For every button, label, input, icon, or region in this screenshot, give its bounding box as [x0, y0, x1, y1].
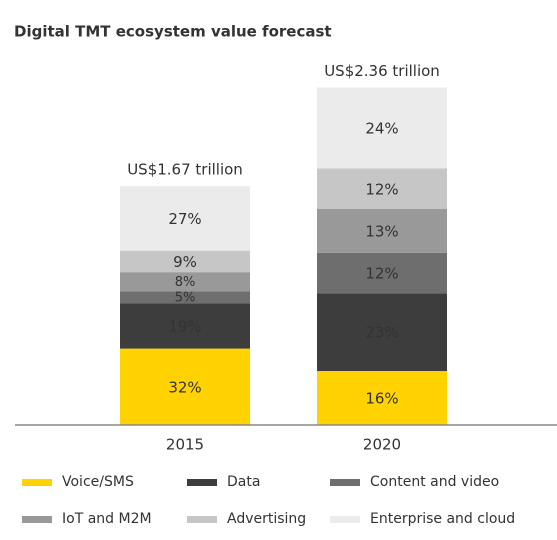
legend-swatch — [330, 479, 360, 486]
value-label: 8% — [175, 275, 196, 290]
value-label: 5% — [175, 291, 196, 306]
bar-segment — [120, 348, 250, 425]
value-label: 19% — [168, 317, 201, 335]
total-label: US$1.67 trillion — [127, 161, 243, 179]
value-label: 32% — [168, 378, 201, 396]
legend-swatch — [187, 479, 217, 486]
bar-segment — [120, 250, 250, 273]
legend-swatch — [330, 516, 360, 523]
value-label: 9% — [173, 253, 197, 271]
legend-swatch — [187, 516, 217, 523]
legend-swatch — [22, 516, 52, 523]
value-label: 23% — [365, 324, 398, 342]
bar-segment — [317, 293, 447, 372]
legend-label: Voice/SMS — [62, 474, 134, 490]
legend-label: IoT and M2M — [62, 511, 152, 527]
legend-label: Enterprise and cloud — [370, 511, 515, 527]
x-tick-label: 2015 — [166, 436, 204, 454]
bar-segment — [120, 291, 250, 304]
value-label: 12% — [365, 265, 398, 283]
legend-label: Content and video — [370, 474, 499, 490]
x-tick-label: 2020 — [363, 436, 401, 454]
value-label: 13% — [365, 222, 398, 240]
bar-segment — [317, 252, 447, 294]
legend-label: Data — [227, 474, 260, 490]
value-label: 24% — [365, 120, 398, 138]
total-label: US$2.36 trillion — [324, 62, 440, 80]
chart-title: Digital TMT ecosystem value forecast — [14, 23, 332, 41]
bar-segment — [120, 272, 250, 292]
legend-swatch — [22, 479, 52, 486]
bar-segment — [317, 209, 447, 253]
bar-segment — [317, 371, 447, 425]
legend-label: Advertising — [227, 511, 306, 527]
value-label: 27% — [168, 210, 201, 228]
value-label: 16% — [365, 390, 398, 408]
value-label: 12% — [365, 180, 398, 198]
bar-segment — [317, 87, 447, 169]
bar-segment — [317, 168, 447, 210]
bar-segment — [120, 303, 250, 349]
bar-segment — [120, 186, 250, 251]
